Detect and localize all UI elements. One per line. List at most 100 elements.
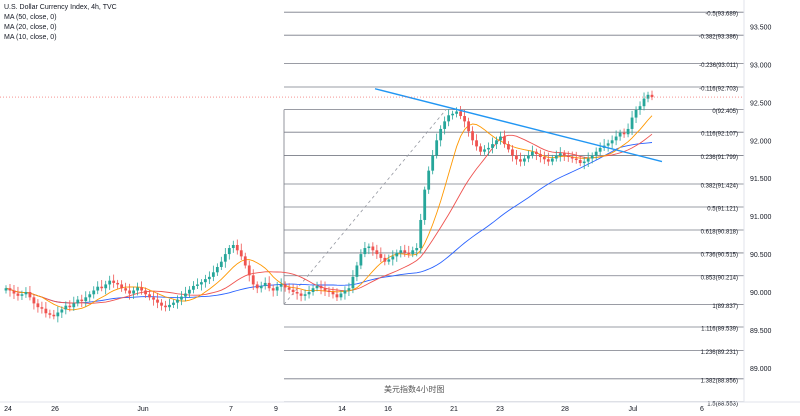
fib-level-label: 0.236(91.799) — [701, 155, 738, 161]
price-tick-label: 92.500 — [750, 100, 772, 107]
ma10-legend[interactable]: MA (10, close, 0) — [4, 34, 57, 41]
fib-level-label: -0.5(93.689) — [705, 12, 738, 18]
candles — [4, 90, 654, 323]
candle-body — [196, 284, 199, 286]
candle-body — [491, 144, 494, 148]
candle-body — [467, 121, 470, 132]
candle-body — [526, 155, 530, 159]
candle-body — [52, 314, 56, 317]
candle-body — [614, 136, 618, 141]
candle-body — [211, 272, 215, 277]
candle-body — [156, 299, 159, 303]
candle-body — [594, 151, 598, 156]
candle-body — [259, 285, 263, 289]
candle-body — [4, 288, 8, 291]
price-tick-label: 91.000 — [750, 214, 772, 221]
candle-body — [180, 296, 183, 300]
fib-level-label: 1.382(88.856) — [701, 378, 738, 384]
candle-body — [239, 250, 243, 257]
candle-body — [199, 282, 203, 285]
fib-level-label: 0(92.405) — [712, 109, 738, 115]
candle-body — [423, 189, 427, 220]
candle-body — [56, 312, 60, 317]
price-tick-label: 90.500 — [750, 252, 772, 259]
candle-body — [144, 290, 147, 295]
candle-body — [367, 246, 371, 249]
candle-body — [108, 280, 112, 285]
candle-body — [231, 244, 235, 249]
candle-body — [64, 305, 68, 310]
candle-body — [439, 128, 443, 141]
candle-body — [403, 250, 407, 253]
candle-body — [247, 265, 251, 276]
time-tick-label: 7 — [229, 406, 233, 413]
candle-body — [419, 219, 423, 249]
fib-level-label: 0.116(92.107) — [701, 132, 738, 138]
time-tick-label: 23 — [496, 406, 504, 413]
candle-body — [339, 293, 343, 298]
time-tick-label: 21 — [450, 406, 458, 413]
time-tick-label: 6 — [700, 406, 704, 413]
candle-body — [263, 282, 267, 286]
candle-body — [503, 136, 506, 145]
candle-body — [638, 106, 642, 110]
fib-level-label: -0.236(93.011) — [699, 63, 738, 69]
candle-body — [8, 288, 12, 291]
price-tick-label: 93.500 — [750, 25, 772, 32]
candle-body — [255, 284, 259, 289]
candle-body — [511, 149, 514, 156]
price-tick-label: 91.500 — [750, 176, 772, 183]
time-tick-label: 28 — [561, 406, 569, 413]
candle-body — [427, 170, 431, 190]
candle-body — [88, 294, 92, 298]
candle-body — [104, 284, 108, 289]
candle-body — [519, 159, 522, 162]
candle-body — [646, 94, 650, 99]
candle-body — [371, 246, 375, 251]
candle-body — [435, 140, 439, 156]
candle-body — [207, 276, 211, 280]
candle-body — [327, 290, 331, 293]
candle-body — [28, 292, 32, 298]
candle-body — [267, 282, 271, 289]
candle-body — [379, 254, 383, 258]
candle-body — [203, 279, 207, 283]
candle-body — [630, 117, 634, 129]
ma10-line — [5, 115, 653, 311]
candle-body — [530, 151, 534, 156]
candle-body — [307, 292, 311, 295]
candle-body — [68, 305, 72, 308]
candle-body — [335, 294, 339, 298]
fib-level-label: 1(89.837) — [712, 304, 738, 310]
fib-level-label: 1.5(88.553) — [707, 401, 738, 407]
fib-level-label: 0.618(90.818) — [701, 229, 738, 235]
candle-body — [148, 294, 151, 298]
candle-body — [487, 147, 490, 150]
candle-body — [407, 252, 411, 255]
ma50-legend[interactable]: MA (50, close, 0) — [4, 14, 57, 21]
candle-body — [447, 115, 451, 122]
candle-body — [60, 309, 64, 313]
candle-body — [411, 250, 415, 255]
candle-body — [188, 289, 191, 294]
time-tick-label: Jul — [629, 406, 638, 413]
candle-body — [387, 259, 391, 262]
symbol-title[interactable]: U.S. Dollar Currency Index, 4h, TVC — [4, 4, 117, 11]
candle-body — [299, 293, 303, 296]
candle-body — [12, 290, 16, 294]
fib-level-label: 0.736(90.515) — [701, 252, 738, 258]
drawings — [0, 88, 744, 163]
candle-body — [495, 140, 498, 145]
candle-body — [132, 290, 136, 294]
time-tick-label: 14 — [338, 406, 346, 413]
ma20-legend[interactable]: MA (20, close, 0) — [4, 24, 57, 31]
candle-body — [164, 305, 167, 308]
candle-body — [566, 155, 570, 158]
time-tick-label: 26 — [51, 406, 59, 413]
candle-body — [475, 140, 478, 147]
candle-body — [227, 248, 231, 255]
candle-body — [343, 290, 347, 294]
candle-body — [76, 299, 80, 304]
